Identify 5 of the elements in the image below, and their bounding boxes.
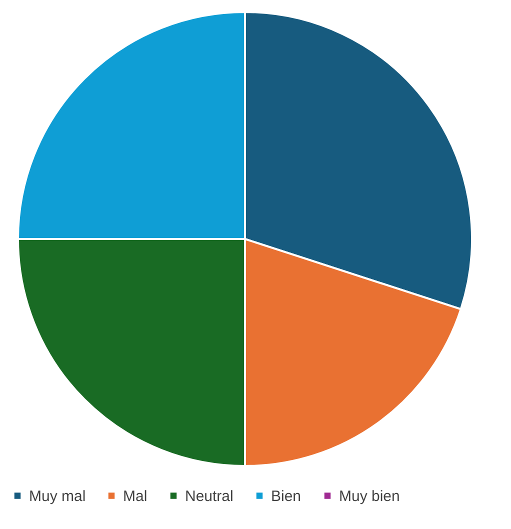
legend-label: Muy mal [29, 488, 86, 505]
legend-label: Neutral [185, 488, 234, 505]
legend-label: Bien [271, 488, 302, 505]
legend-label: Mal [123, 488, 148, 505]
legend-label: Muy bien [339, 488, 400, 505]
